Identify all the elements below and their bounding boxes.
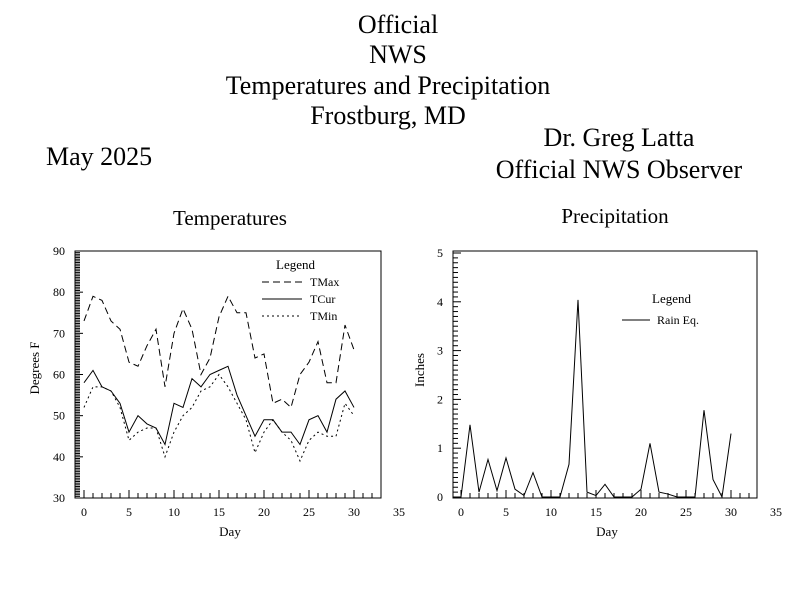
- temp-xlabel: Day: [219, 524, 241, 539]
- temp-y-tick-label: 90: [53, 244, 65, 258]
- title-line-4: Frostburg, MD: [310, 101, 466, 130]
- temp-legend-title: Legend: [276, 257, 315, 272]
- temp-x-tick-label: 10: [168, 505, 180, 519]
- title-line-1: Official: [357, 10, 439, 39]
- precip-y-tick-label: 0: [437, 490, 443, 504]
- temp-legend-label: TMin: [310, 309, 337, 323]
- temp-x-tick-label: 0: [81, 505, 87, 519]
- temp-x-tick-label: 15: [213, 505, 225, 519]
- observer-title: Official NWS Observer: [495, 155, 743, 184]
- temp-legend-label: TMax: [310, 275, 339, 289]
- precip-x-tick-label: 10: [545, 505, 557, 519]
- precip-x-tick-label: 0: [458, 505, 464, 519]
- precip-x-tick-label: 35: [770, 505, 782, 519]
- precip-x-tick-label: 25: [680, 505, 692, 519]
- temp-y-tick-label: 50: [53, 409, 65, 423]
- temp-chart-title: Temperatures: [173, 206, 287, 230]
- precip-x-tick-label: 30: [725, 505, 737, 519]
- precip-x-tick-label: 20: [635, 505, 647, 519]
- temp-legend-label: TCur: [310, 292, 335, 306]
- month-label: May 2025: [46, 142, 153, 171]
- precip-y-tick-label: 2: [437, 392, 443, 406]
- precip-x-tick-label: 15: [590, 505, 602, 519]
- temp-y-tick-label: 70: [53, 326, 65, 340]
- precip-chart-title: Precipitation: [561, 204, 669, 228]
- temp-x-tick-label: 35: [393, 505, 405, 519]
- temp-y-tick-label: 80: [53, 285, 65, 299]
- title-line-3: Temperatures and Precipitation: [225, 71, 551, 100]
- precip-plot-frame: [452, 250, 758, 499]
- temp-x-tick-label: 30: [348, 505, 360, 519]
- temp-series-tmax: [83, 295, 355, 409]
- temp-series-tcur: [83, 365, 355, 446]
- precip-y-tick-label: 4: [437, 295, 443, 309]
- temp-x-tick-label: 20: [258, 505, 270, 519]
- precip-x-tick-label: 5: [503, 505, 509, 519]
- precip-y-tick-label: 3: [437, 344, 443, 358]
- observer-name: Dr. Greg Latta: [543, 123, 695, 152]
- temp-x-tick-label: 5: [126, 505, 132, 519]
- temp-y-tick-label: 60: [53, 368, 65, 382]
- precip-series-rain-eq-: [460, 299, 732, 499]
- precip-legend-label: Rain Eq.: [657, 313, 699, 327]
- precip-legend-title: Legend: [652, 291, 691, 306]
- precip-xlabel: Day: [596, 524, 618, 539]
- temp-series-tmin: [83, 373, 355, 463]
- temp-x-tick-label: 25: [303, 505, 315, 519]
- temp-y-tick-label: 40: [53, 450, 65, 464]
- precip-y-tick-label: 5: [437, 246, 443, 260]
- temp-y-tick-label: 30: [53, 491, 65, 505]
- precip-y-tick-label: 1: [437, 441, 443, 455]
- title-line-2: NWS: [369, 40, 427, 69]
